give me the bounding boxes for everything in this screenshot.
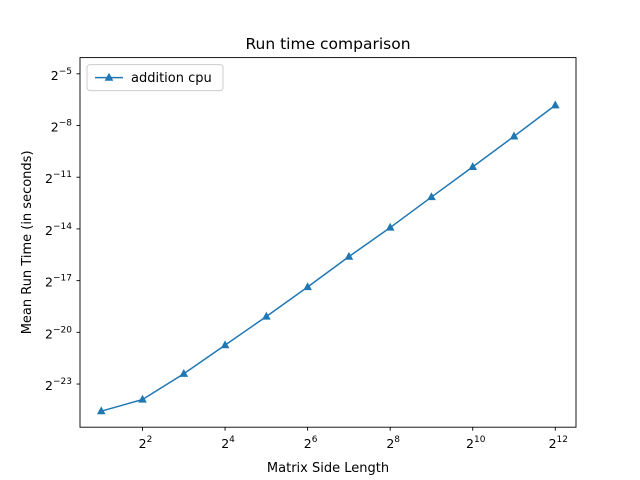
y-tick-label: 2−23 xyxy=(45,377,72,393)
data-point xyxy=(427,192,436,201)
y-tick-label-exponent: −14 xyxy=(53,222,72,232)
data-point xyxy=(550,100,560,109)
x-tick-label: 212 xyxy=(549,435,568,451)
y-tick-label-exponent: −5 xyxy=(59,67,72,77)
x-tick-label-exponent: 10 xyxy=(474,435,486,445)
x-tick-label: 26 xyxy=(304,435,318,451)
y-tick-label: 2−17 xyxy=(45,274,72,290)
y-tick-label-exponent: −11 xyxy=(53,170,72,180)
plot-area xyxy=(96,100,560,415)
x-tick-label-base: 2 xyxy=(549,436,557,451)
y-tick-label: 2−14 xyxy=(45,222,72,238)
x-tick-label: 28 xyxy=(386,435,400,451)
data-point xyxy=(303,282,312,291)
data-point xyxy=(344,251,354,260)
series-line xyxy=(101,104,556,412)
x-tick-label-exponent: 2 xyxy=(147,435,153,445)
x-tick-label-base: 2 xyxy=(221,436,229,451)
data-point xyxy=(262,311,271,320)
y-tick-label-base: 2 xyxy=(45,223,53,238)
y-axis-label: Mean Run Time (in seconds) xyxy=(20,150,35,334)
x-axis-ticks: 22 24 26 28 210 212 xyxy=(139,427,568,451)
x-tick-label-base: 2 xyxy=(304,436,312,451)
y-tick-label: 2−8 xyxy=(51,119,72,135)
y-tick-label-base: 2 xyxy=(51,68,59,83)
y-tick-label-base: 2 xyxy=(45,378,53,393)
x-tick-label: 24 xyxy=(221,435,235,451)
plot-frame xyxy=(79,57,577,428)
legend-label: addition cpu xyxy=(131,71,212,86)
y-tick-label-base: 2 xyxy=(45,171,53,186)
chart-title: Run time comparison xyxy=(245,35,410,53)
x-tick-label-exponent: 6 xyxy=(312,435,318,445)
y-tick-label-exponent: −17 xyxy=(53,274,72,284)
y-tick-label-exponent: −8 xyxy=(59,119,73,129)
data-point xyxy=(385,222,395,231)
data-point xyxy=(138,394,147,403)
x-tick-label-exponent: 8 xyxy=(394,435,400,445)
y-tick-label: 2−20 xyxy=(45,325,72,341)
y-tick-label-exponent: −23 xyxy=(53,377,72,387)
y-axis-ticks: 2−232−202−172−142−112−82−5 xyxy=(45,67,80,393)
y-tick-label-base: 2 xyxy=(51,120,59,135)
y-tick-label-base: 2 xyxy=(45,326,53,341)
data-point xyxy=(179,368,189,377)
legend-box xyxy=(86,64,224,92)
x-tick-label-base: 2 xyxy=(139,436,147,451)
legend: addition cpu xyxy=(86,64,224,92)
x-tick-label-base: 2 xyxy=(466,436,474,451)
data-point xyxy=(509,131,519,140)
y-tick-label: 2−11 xyxy=(45,170,72,186)
data-point xyxy=(468,162,478,171)
y-tick-label: 2−5 xyxy=(51,67,72,83)
y-tick-label-exponent: −20 xyxy=(53,325,72,335)
x-tick-label-base: 2 xyxy=(386,436,394,451)
data-point xyxy=(220,340,230,349)
y-tick-label-base: 2 xyxy=(45,275,53,290)
legend-marker-swatch xyxy=(104,72,114,81)
x-tick-label: 22 xyxy=(139,435,153,451)
x-tick-label-exponent: 12 xyxy=(557,435,568,445)
x-tick-label-exponent: 4 xyxy=(229,435,235,445)
x-tick-label: 210 xyxy=(466,435,486,451)
data-point xyxy=(96,406,106,415)
x-axis-label: Matrix Side Length xyxy=(267,461,389,476)
